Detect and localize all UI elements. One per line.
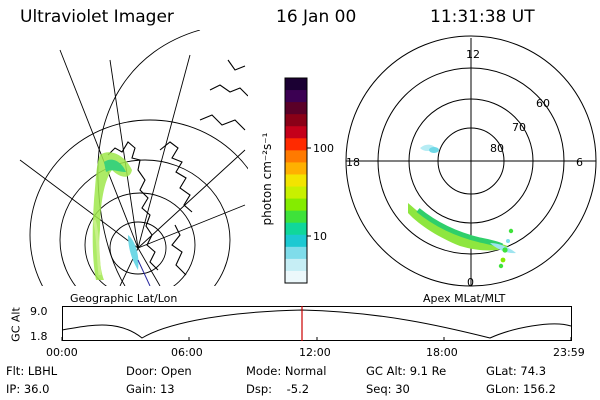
polar-label: Apex MLat/MLT [423, 292, 506, 305]
lat-label-80: 80 [490, 142, 504, 155]
mlt-label-12: 12 [466, 48, 480, 61]
altitude-ylabel: GC Alt [9, 307, 23, 342]
seq-readout: Seq: 30 [366, 382, 410, 396]
date-label: 16 Jan 00 [276, 7, 357, 27]
colorbar-tick-10: 10 [313, 230, 327, 243]
xtick-1800: 18:00 [426, 346, 458, 359]
mlt-label-0: 0 [467, 276, 474, 289]
colorbar-swatch [285, 222, 307, 236]
colorbar-swatch [285, 270, 307, 284]
xtick-0000: 00:00 [46, 346, 78, 359]
door-readout: Door: Open [126, 364, 192, 378]
glat-readout: GLat: 74.3 [486, 364, 547, 378]
lat-label-70: 70 [512, 121, 526, 134]
colorbar-swatch [285, 258, 307, 272]
colorbar-swatch [285, 102, 307, 115]
time-label: 11:31:38 UT [430, 7, 535, 27]
colorbar-swatch [285, 198, 307, 212]
colorbar-swatch [285, 174, 307, 188]
colorbar-swatch [285, 90, 307, 103]
colorbar-swatch [285, 210, 307, 224]
instrument-title: Ultraviolet Imager [20, 7, 174, 27]
colorbar-swatch [285, 114, 307, 127]
dsp-readout: Dsp: -5.2 [246, 382, 310, 396]
polar-plot [345, 35, 597, 287]
altitude-ytick-low: 1.8 [30, 330, 48, 343]
lat-label-60: 60 [536, 97, 550, 110]
colorbar-swatch [285, 186, 307, 200]
altitude-timeline [61, 306, 572, 341]
altitude-ytick-high: 9.0 [30, 305, 48, 318]
ip-readout: IP: 36.0 [6, 382, 50, 396]
colorbar-swatch [285, 246, 307, 260]
colorbar-swatch [285, 162, 307, 176]
mlt-label-18: 18 [346, 156, 360, 169]
colorbar-swatch [285, 138, 307, 151]
colorbar-swatch [285, 126, 307, 139]
colorbar [284, 77, 311, 284]
xtick-2359: 23:59 [553, 346, 585, 359]
colorbar-swatch [285, 78, 307, 91]
colorbar-unit-label: photon cm⁻²s⁻¹ [260, 132, 274, 226]
xtick-1200: 12:00 [299, 346, 331, 359]
colorbar-swatch [285, 150, 307, 164]
glon-readout: GLon: 156.2 [486, 382, 556, 396]
colorbar-tick-100: 100 [313, 142, 334, 155]
gain-readout: Gain: 13 [126, 382, 175, 396]
gc-alt-readout: GC Alt: 9.1 Re [366, 364, 447, 378]
geographic-label: Geographic Lat/Lon [70, 292, 178, 305]
colorbar-swatch [285, 234, 307, 248]
geographic-map [19, 30, 248, 286]
mlt-label-6: 6 [576, 156, 583, 169]
filter-readout: Flt: LBHL [6, 364, 58, 378]
mode-readout: Mode: Normal [246, 364, 327, 378]
xtick-0600: 06:00 [171, 346, 203, 359]
